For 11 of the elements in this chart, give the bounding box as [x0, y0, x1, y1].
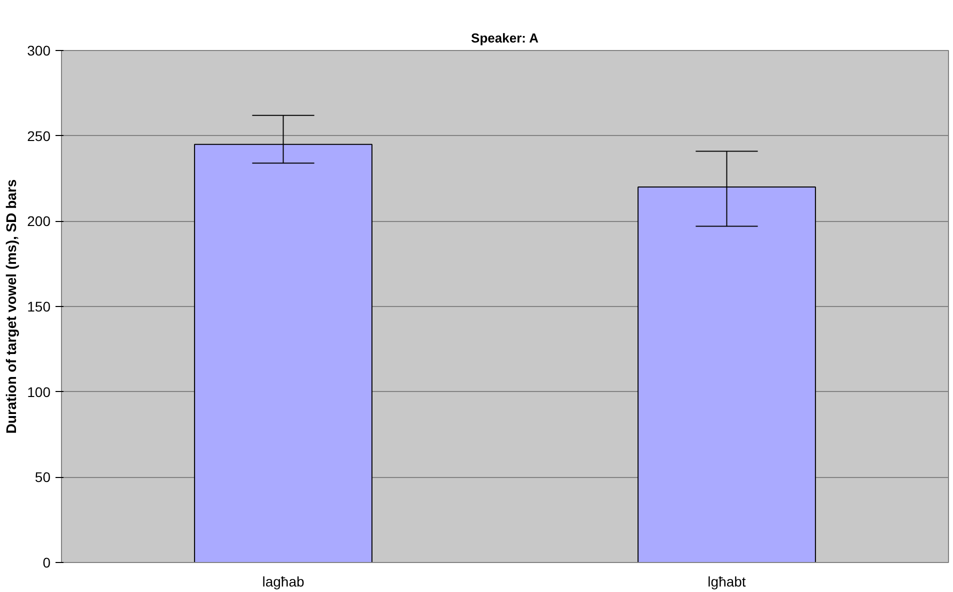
chart-title: Speaker: A: [471, 30, 540, 46]
y-tick-label: 250: [27, 128, 51, 144]
y-tick-label: 200: [27, 213, 51, 230]
y-tick-label: 50: [34, 469, 51, 486]
y-tick-label: 100: [27, 384, 51, 400]
y-tick-label: 150: [27, 298, 51, 314]
y-axis-title: Duration of target vowel (ms), SD bars: [3, 179, 20, 434]
x-tick-label: lagħab: [262, 574, 304, 590]
y-tick-label: 300: [27, 42, 51, 58]
x-tick-label: lgħabt: [708, 574, 746, 590]
y-tick-label: 0: [42, 554, 51, 570]
